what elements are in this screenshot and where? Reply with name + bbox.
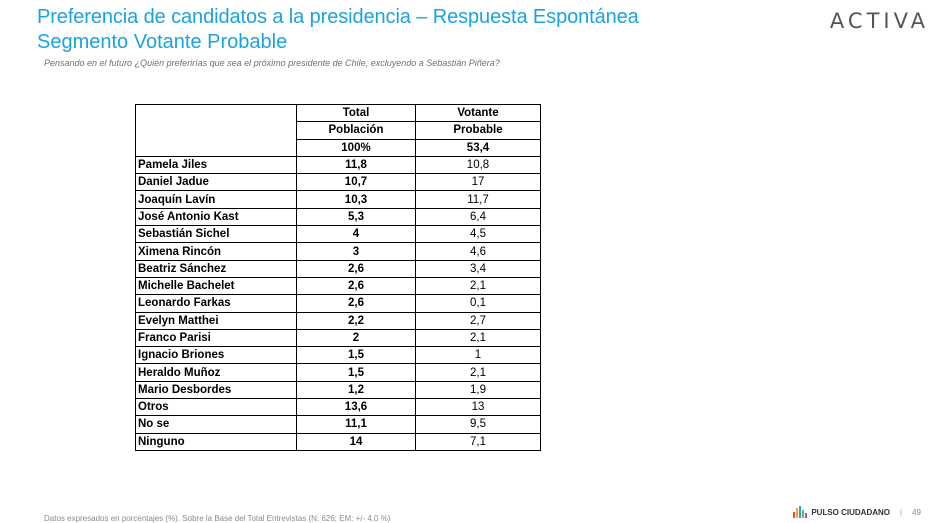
candidate-name: Evelyn Matthei (135, 311, 297, 330)
page-title: Preferencia de candidatos a la presidenc… (37, 6, 639, 28)
votante-probable-value: 13 (415, 398, 541, 417)
votante-probable-value: 17 (415, 173, 541, 192)
logo-bar (799, 506, 802, 518)
logo-bar (793, 512, 796, 518)
candidate-name: Sebastián Sichel (135, 225, 297, 244)
survey-question: Pensando en el futuro ¿Quién preferirías… (44, 58, 500, 68)
votante-probable-value: 4,6 (415, 242, 541, 261)
votante-probable-value: 2,1 (415, 363, 541, 382)
table-row: Otros 13,6 13 (135, 398, 541, 417)
total-poblacion-value: 11,1 (296, 415, 416, 434)
table-row: Beatriz Sánchez 2,6 3,4 (135, 259, 541, 278)
table-row: Ninguno 14 7,1 (135, 432, 541, 451)
total-poblacion-value: 2 (296, 328, 416, 348)
table-row: Michelle Bachelet 2,6 2,1 (135, 276, 541, 296)
total-poblacion-value: 1,2 (296, 380, 416, 400)
candidate-name: Daniel Jadue (135, 173, 297, 192)
header-empty-cell (135, 104, 297, 157)
candidate-name: Joaquín Lavín (135, 190, 297, 209)
footnote: Datos expresados en porcentajes (%). Sob… (44, 514, 391, 523)
base-votante: 53,4 (415, 138, 541, 157)
table-row: Sebastián Sichel 4 4,5 (135, 225, 541, 244)
candidate-name: José Antonio Kast (135, 207, 297, 227)
page-number: 49 (912, 507, 921, 517)
page-subtitle: Segmento Votante Probable (37, 31, 288, 53)
total-poblacion-value: 1,5 (296, 363, 416, 382)
total-poblacion-value: 4 (296, 225, 416, 244)
table-row: Franco Parisi 2 2,1 (135, 328, 541, 348)
candidate-name: Michelle Bachelet (135, 276, 297, 296)
candidate-name: Heraldo Muñoz (135, 363, 297, 382)
candidate-name: Pamela Jiles (135, 155, 297, 175)
candidate-name: Leonardo Farkas (135, 294, 297, 313)
table-header-row-1: Total Votante (135, 103, 541, 157)
table-row: Ignacio Briones 1,5 1 (135, 346, 541, 365)
footer-brand: PULSO CIUDADANO | 49 (793, 506, 921, 518)
table-row: Leonardo Farkas 2,6 0,1 (135, 294, 541, 313)
col-total-label-1: Total (296, 103, 416, 123)
candidate-name: Beatriz Sánchez (135, 259, 297, 278)
total-poblacion-value: 3 (296, 242, 416, 261)
total-poblacion-value: 2,6 (296, 259, 416, 278)
table-row: Evelyn Matthei 2,2 2,7 (135, 311, 541, 330)
logo-bar (796, 508, 799, 518)
votante-probable-value: 2,1 (415, 276, 541, 296)
pulso-ciudadano-logo-icon (793, 506, 808, 518)
candidate-name: Ninguno (135, 432, 297, 451)
base-total: 100% (296, 138, 416, 157)
votante-probable-value: 2,1 (415, 328, 541, 348)
results-table: Total Votante Población Probable 100% 53… (135, 103, 541, 451)
table-row: Heraldo Muñoz 1,5 2,1 (135, 363, 541, 382)
candidate-name: No se (135, 415, 297, 434)
votante-probable-value: 4,5 (415, 225, 541, 244)
votante-probable-value: 6,4 (415, 207, 541, 227)
votante-probable-value: 2,7 (415, 311, 541, 330)
total-poblacion-value: 10,3 (296, 190, 416, 209)
table-row: Mario Desbordes 1,2 1,9 (135, 380, 541, 400)
votante-probable-value: 0,1 (415, 294, 541, 313)
col-votante-label-1: Votante (415, 103, 541, 123)
candidate-name: Franco Parisi (135, 328, 297, 348)
logo-bar (805, 513, 808, 518)
total-poblacion-value: 2,2 (296, 311, 416, 330)
total-poblacion-value: 11,8 (296, 155, 416, 175)
table-row: Ximena Rincón 3 4,6 (135, 242, 541, 261)
total-poblacion-value: 5,3 (296, 207, 416, 227)
votante-probable-value: 1,9 (415, 380, 541, 400)
votante-probable-value: 10,8 (415, 155, 541, 175)
brand-name: PULSO CIUDADANO (811, 507, 891, 517)
candidate-name: Ximena Rincón (135, 242, 297, 261)
candidate-name: Otros (135, 398, 297, 417)
total-poblacion-value: 13,6 (296, 398, 416, 417)
table-row: No se 11,1 9,5 (135, 415, 541, 434)
table-row: Pamela Jiles 11,8 10,8 (135, 155, 541, 175)
votante-probable-value: 7,1 (415, 432, 541, 451)
votante-probable-value: 11,7 (415, 190, 541, 209)
candidate-name: Ignacio Briones (135, 346, 297, 365)
col-total-label-2: Población (296, 121, 416, 140)
total-poblacion-value: 10,7 (296, 173, 416, 192)
table-row: Joaquín Lavín 10,3 11,7 (135, 190, 541, 209)
total-poblacion-value: 1,5 (296, 346, 416, 365)
candidate-name: Mario Desbordes (135, 380, 297, 400)
total-poblacion-value: 2,6 (296, 276, 416, 296)
col-votante-label-2: Probable (415, 121, 541, 140)
votante-probable-value: 3,4 (415, 259, 541, 278)
activa-logo: ACTIVA (829, 9, 929, 33)
votante-probable-value: 1 (415, 346, 541, 365)
logo-bar (802, 510, 805, 518)
total-poblacion-value: 2,6 (296, 294, 416, 313)
total-poblacion-value: 14 (296, 432, 416, 451)
table-row: José Antonio Kast 5,3 6,4 (135, 207, 541, 227)
footer-separator: | (900, 507, 903, 517)
table-row: Daniel Jadue 10,7 17 (135, 173, 541, 192)
votante-probable-value: 9,5 (415, 415, 541, 434)
